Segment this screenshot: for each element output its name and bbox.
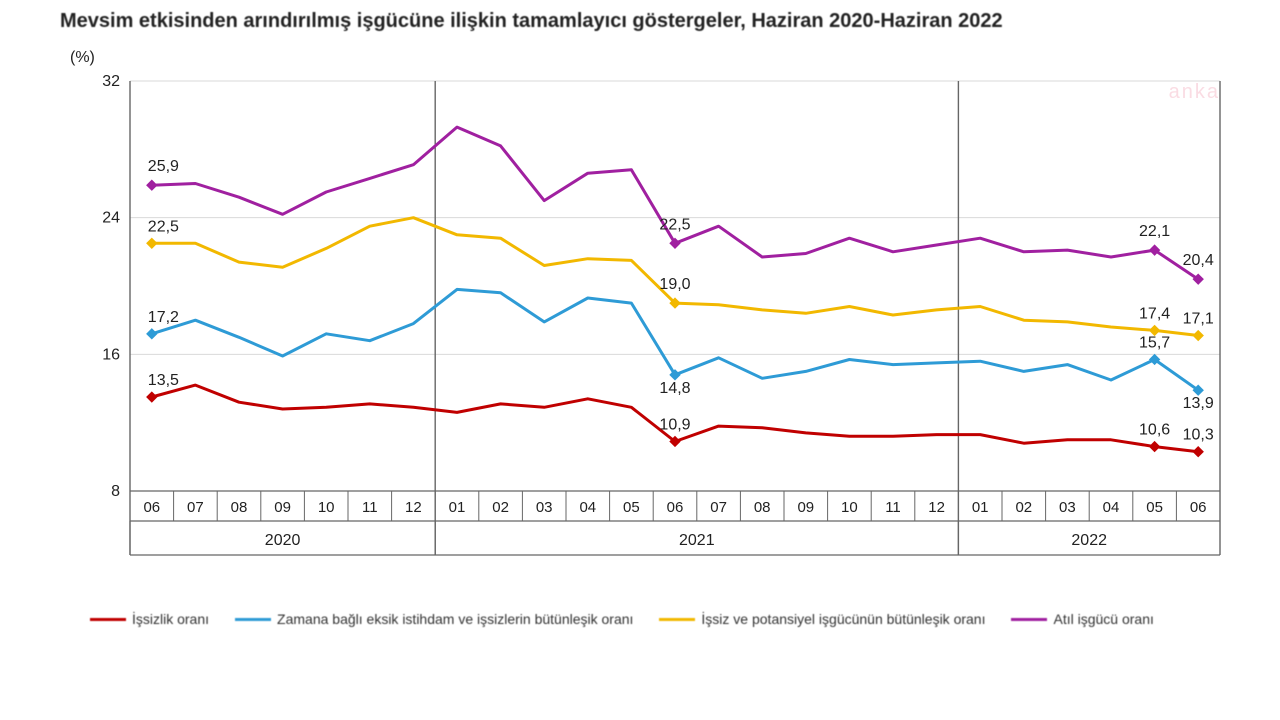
svg-text:25,9: 25,9 [148, 158, 179, 175]
svg-text:10: 10 [318, 499, 335, 516]
svg-text:17,4: 17,4 [1139, 305, 1170, 322]
legend-item-issiz_potansiyel: İşsiz ve potansiyel işgücünün bütünleşik… [659, 611, 985, 627]
legend-swatch [90, 618, 126, 621]
svg-text:03: 03 [1059, 499, 1076, 516]
svg-text:19,0: 19,0 [659, 276, 690, 293]
legend-item-zamana: Zamana bağlı eksik istihdam ve işsizleri… [235, 611, 633, 627]
svg-text:07: 07 [187, 499, 204, 516]
svg-text:08: 08 [754, 499, 771, 516]
svg-text:07: 07 [710, 499, 727, 516]
legend: İşsizlik oranı Zamana bağlı eksik istihda… [90, 611, 1240, 627]
svg-text:02: 02 [1015, 499, 1032, 516]
legend-item-issizlik: İşsizlik oranı [90, 611, 209, 627]
legend-swatch [659, 618, 695, 621]
svg-text:15,7: 15,7 [1139, 334, 1170, 351]
svg-text:04: 04 [579, 499, 596, 516]
svg-text:12: 12 [928, 499, 945, 516]
svg-text:13,5: 13,5 [148, 372, 179, 389]
svg-text:2022: 2022 [1071, 532, 1107, 549]
svg-text:03: 03 [536, 499, 553, 516]
svg-text:22,1: 22,1 [1139, 223, 1170, 240]
svg-text:22,5: 22,5 [148, 218, 179, 235]
svg-text:20,4: 20,4 [1183, 252, 1214, 269]
legend-item-atil: Atıl işgücü oranı [1011, 611, 1153, 627]
svg-text:09: 09 [797, 499, 814, 516]
y-axis-unit: (%) [70, 49, 1240, 67]
svg-text:17,1: 17,1 [1183, 311, 1214, 328]
svg-text:24: 24 [102, 210, 120, 227]
svg-text:2020: 2020 [265, 532, 301, 549]
legend-swatch [235, 618, 271, 621]
svg-text:10,3: 10,3 [1183, 427, 1214, 444]
svg-text:01: 01 [449, 499, 466, 516]
svg-text:10: 10 [841, 499, 858, 516]
svg-text:17,2: 17,2 [148, 309, 179, 326]
svg-text:10,6: 10,6 [1139, 422, 1170, 439]
svg-text:11: 11 [885, 499, 901, 516]
svg-text:05: 05 [623, 499, 640, 516]
chart-container: Mevsim etkisinden arındırılmış işgücüne … [60, 10, 1240, 710]
watermark: anka [1169, 81, 1220, 104]
plot-area: anka 8 16 24 32 06 07 08 09 10 11 12 01 02 03 04 05 06 07… [80, 71, 1240, 581]
svg-text:06: 06 [143, 499, 160, 516]
svg-text:10,9: 10,9 [659, 416, 690, 433]
svg-text:13,9: 13,9 [1183, 395, 1214, 412]
svg-text:05: 05 [1146, 499, 1163, 516]
svg-text:02: 02 [492, 499, 509, 516]
chart-title: Mevsim etkisinden arındırılmış işgücüne … [60, 10, 1240, 33]
svg-text:11: 11 [362, 499, 378, 516]
legend-label: İşsiz ve potansiyel işgücünün bütünleşik… [701, 611, 985, 627]
svg-text:32: 32 [102, 73, 120, 90]
chart-svg: 8 16 24 32 06 07 08 09 10 11 12 01 02 03 04 05 06 07 08 09 1… [80, 71, 1240, 581]
legend-label: Zamana bağlı eksik istihdam ve işsizleri… [277, 611, 633, 627]
svg-text:01: 01 [972, 499, 989, 516]
legend-label: Atıl işgücü oranı [1053, 611, 1153, 627]
svg-text:8: 8 [111, 483, 120, 500]
svg-text:2021: 2021 [679, 532, 715, 549]
legend-swatch [1011, 618, 1047, 621]
svg-text:22,5: 22,5 [659, 216, 690, 233]
svg-text:04: 04 [1103, 499, 1120, 516]
svg-text:09: 09 [274, 499, 291, 516]
svg-text:14,8: 14,8 [659, 380, 690, 397]
svg-text:06: 06 [667, 499, 684, 516]
legend-label: İşsizlik oranı [132, 611, 209, 627]
svg-text:06: 06 [1190, 499, 1207, 516]
svg-text:16: 16 [102, 346, 120, 363]
svg-text:08: 08 [231, 499, 248, 516]
svg-text:12: 12 [405, 499, 422, 516]
